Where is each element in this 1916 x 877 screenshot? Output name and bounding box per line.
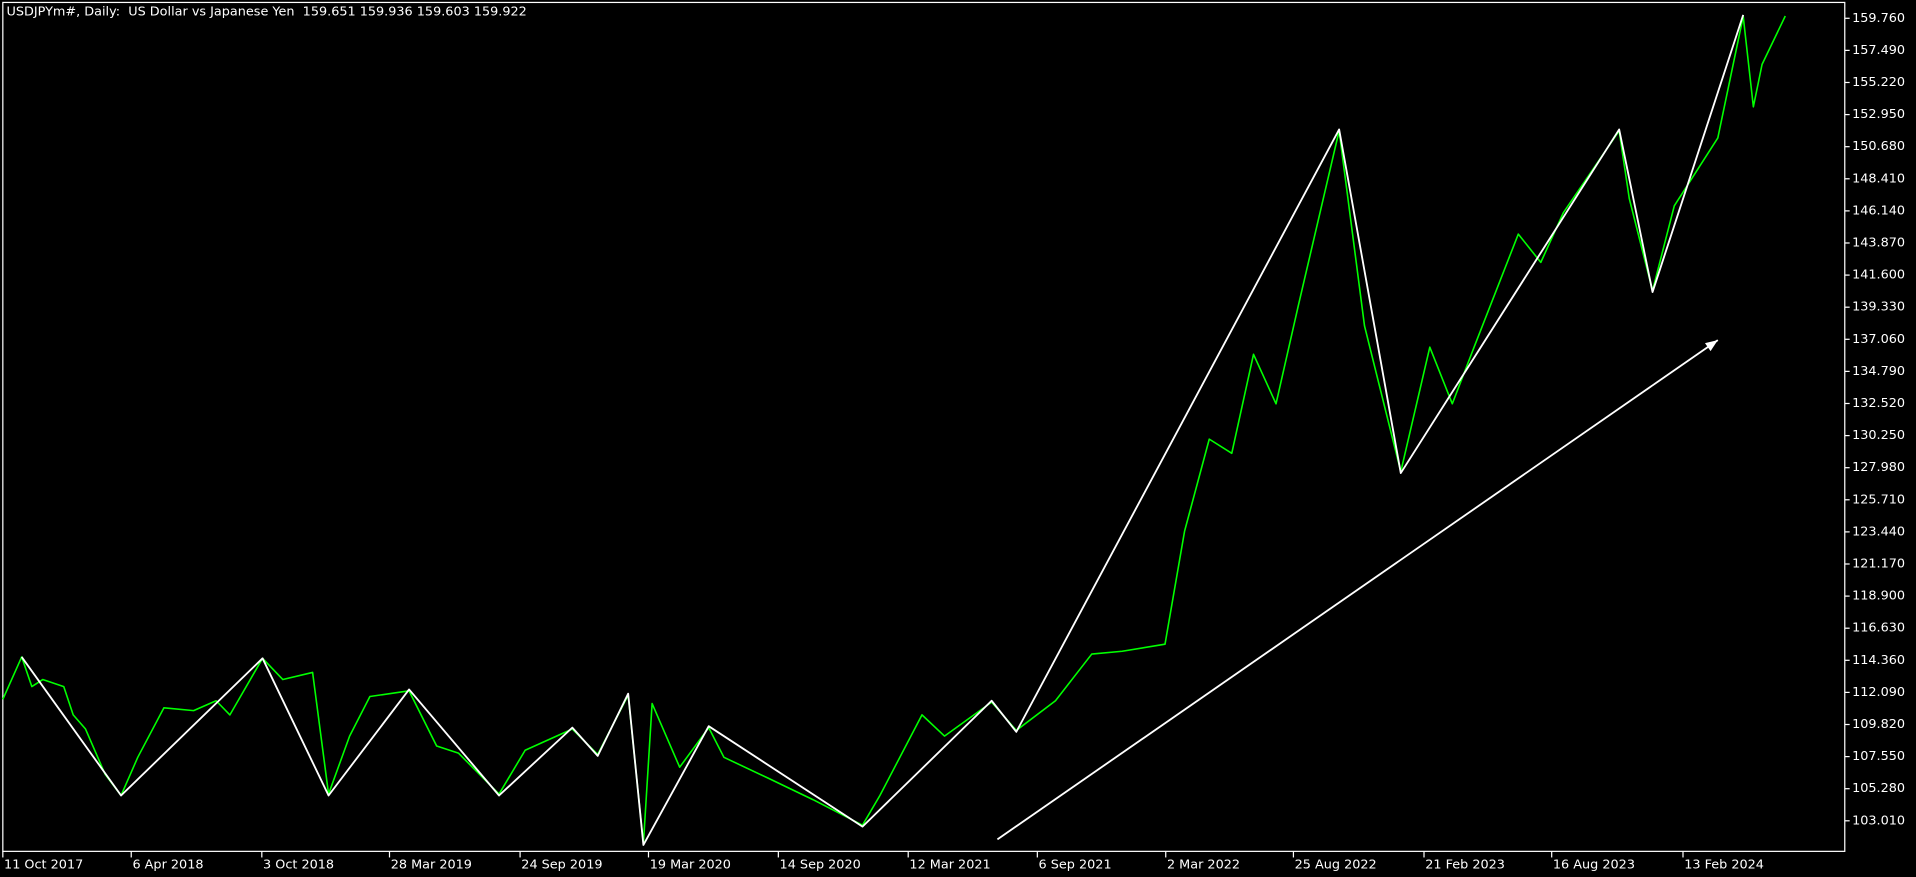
y-tick-label: 141.600 — [1852, 268, 1905, 283]
x-tick-label: 6 Apr 2018 — [132, 857, 203, 872]
y-tick-label: 116.630 — [1852, 621, 1905, 636]
x-tick-label: 19 Mar 2020 — [650, 857, 731, 872]
y-tick-label: 132.520 — [1852, 396, 1905, 411]
y-tick-label: 134.790 — [1852, 364, 1905, 379]
y-tick-label: 159.760 — [1852, 11, 1905, 26]
arrow-head — [1704, 340, 1718, 352]
trend-arrow — [996, 339, 1719, 841]
x-tick-label: 16 Aug 2023 — [1553, 857, 1635, 872]
x-tick-label: 28 Mar 2019 — [391, 857, 472, 872]
y-tick-label: 109.820 — [1852, 717, 1905, 732]
y-tick-label: 157.490 — [1852, 43, 1905, 58]
x-tick-label: 14 Sep 2020 — [780, 857, 861, 872]
y-tick-label: 125.710 — [1852, 492, 1905, 507]
y-tick-label: 107.550 — [1852, 749, 1905, 764]
y-tick-label: 130.250 — [1852, 428, 1905, 443]
price-line — [20, 14, 1745, 846]
x-tick-label: 11 Oct 2017 — [4, 857, 83, 872]
plot-frame — [2, 1, 1846, 852]
y-tick-label: 155.220 — [1852, 75, 1905, 90]
y-tick-label: 152.950 — [1852, 107, 1905, 122]
x-tick-label: 21 Feb 2023 — [1425, 857, 1505, 872]
x-tick-label: 12 Mar 2021 — [909, 857, 990, 872]
y-tick-label: 139.330 — [1852, 300, 1905, 315]
y-tick-label: 103.010 — [1852, 813, 1905, 828]
x-tick-label: 25 Aug 2022 — [1295, 857, 1377, 872]
price-line — [2, 15, 1787, 845]
y-tick-label: 112.090 — [1852, 685, 1905, 700]
x-tick-label: 6 Sep 2021 — [1039, 857, 1112, 872]
y-tick-label: 118.900 — [1852, 589, 1905, 604]
y-tick-label: 105.280 — [1852, 781, 1905, 796]
chart-title: USDJPYm#, Daily: US Dollar vs Japanese Y… — [6, 5, 526, 20]
y-tick-label: 148.410 — [1852, 171, 1905, 186]
y-tick-label: 146.140 — [1852, 203, 1905, 218]
y-tick-label: 114.360 — [1852, 653, 1905, 668]
y-tick-label: 123.440 — [1852, 524, 1905, 539]
y-tick-label: 150.680 — [1852, 139, 1905, 154]
x-tick-label: 24 Sep 2019 — [521, 857, 602, 872]
x-tick-label: 2 Mar 2022 — [1167, 857, 1240, 872]
y-tick-label: 143.870 — [1852, 235, 1905, 250]
y-tick-label: 121.170 — [1852, 556, 1905, 571]
y-tick-label: 127.980 — [1852, 460, 1905, 475]
x-tick-label: 13 Feb 2024 — [1684, 857, 1764, 872]
x-tick-label: 3 Oct 2018 — [263, 857, 334, 872]
y-tick-label: 137.060 — [1852, 332, 1905, 347]
